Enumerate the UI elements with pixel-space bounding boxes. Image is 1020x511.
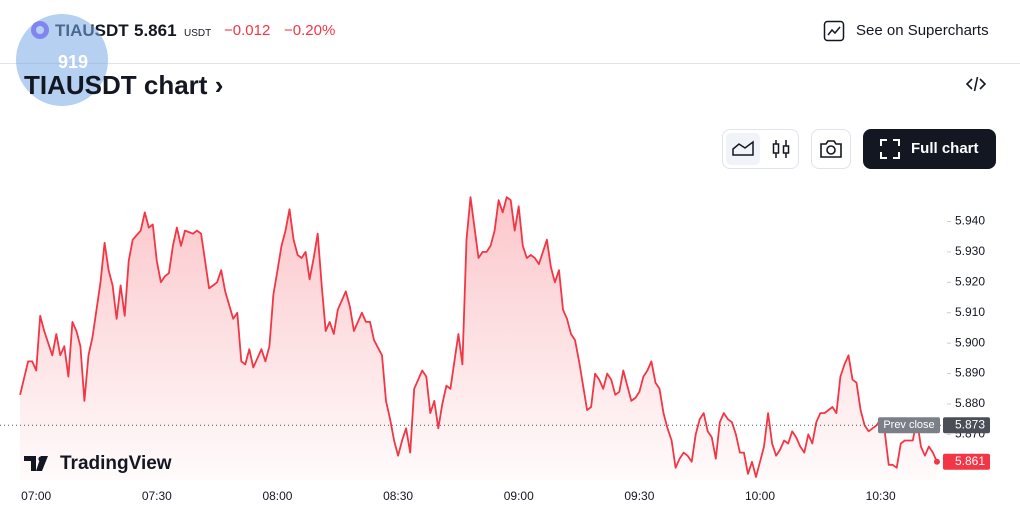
x-tick-label: 09:30 [624,489,654,503]
x-tick-label: 07:30 [142,489,172,503]
chevron: › [207,70,224,100]
currency: USDT [184,28,212,39]
y-tick-label: 5.880 [955,396,985,410]
y-tick-label: 5.910 [955,305,985,319]
camera-icon [820,140,842,158]
y-tick-label: 5.890 [955,366,985,380]
x-tick-label: 10:30 [866,489,896,503]
price: 5.861 [134,21,177,40]
y-tick-label: 5.900 [955,335,985,349]
x-tick-label: 08:00 [262,489,292,503]
full-chart-button[interactable]: Full chart [863,129,996,169]
full-chart-label: Full chart [911,140,979,157]
last-price-badge [943,453,990,470]
candle-style-button[interactable] [765,133,797,165]
x-tick-label: 07:00 [21,489,51,503]
title-text: TIAUSDT chart [24,70,208,100]
logo-dot [38,456,44,462]
y-tick-label: 5.940 [955,214,985,228]
x-tick-label: 10:00 [745,489,775,503]
supercharts-icon [823,20,845,42]
last-price-value: 5.861 [955,454,985,468]
prev-close-value: 5.873 [955,417,985,431]
prev-close-label: Prev close [883,419,934,431]
last-point [933,458,940,465]
logo-text: TradingView [60,453,172,474]
y-tick-label: 5.930 [955,244,985,258]
snapshot-button[interactable] [811,129,851,169]
change: −0.012 [224,22,271,39]
chart-style-group [722,129,799,169]
badge-text: 919 [58,52,89,72]
change-percent: −0.20% [284,22,336,39]
x-tick-label: 08:30 [383,489,413,503]
expand-icon [880,139,900,159]
supercharts-link[interactable]: See on Supercharts [856,22,989,39]
embed-button[interactable] [965,74,987,94]
tradingview-logo: TradingView [24,453,172,474]
area-icon [732,140,754,156]
x-tick-label: 09:00 [504,489,534,503]
watermark-badge: 919 [16,14,108,106]
price-line [19,196,938,478]
y-tick-label: 5.920 [955,274,985,288]
header: TIAUSDT 5.861 USDT −0.012 −0.20% 919 See… [0,0,1020,106]
prev-close-badge [943,417,990,434]
area-style-button[interactable] [726,133,760,165]
area-fill [20,197,938,480]
prev-close-tag [878,417,940,434]
chart-title[interactable]: TIAUSDT chart › [24,70,223,101]
